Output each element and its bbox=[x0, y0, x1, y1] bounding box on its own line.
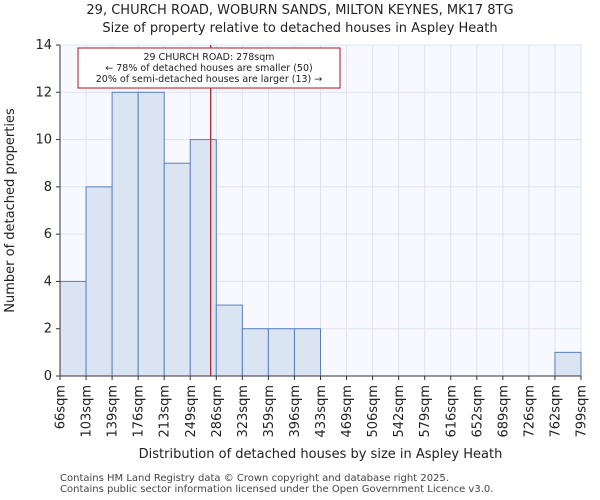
x-tick-label: 762sqm bbox=[548, 385, 563, 438]
annotation-line-1: 29 CHURCH ROAD: 278sqm bbox=[143, 52, 274, 63]
annotation-box bbox=[77, 47, 341, 89]
x-tick-label: 66sqm bbox=[54, 385, 69, 429]
y-tick-label: 14 bbox=[35, 38, 52, 53]
y-tick-label: 4 bbox=[44, 274, 52, 289]
x-tick-label: 396sqm bbox=[288, 385, 303, 438]
annotation-line-3: 20% of semi-detached houses are larger (… bbox=[96, 74, 323, 85]
x-tick-label: 579sqm bbox=[418, 385, 433, 438]
x-tick-label: 689sqm bbox=[496, 385, 511, 438]
histogram-bar bbox=[111, 91, 139, 377]
x-tick-label: 323sqm bbox=[236, 385, 251, 438]
y-tick-label: 10 bbox=[35, 133, 52, 148]
annotation-line-2: ← 78% of detached houses are smaller (50… bbox=[105, 63, 312, 74]
x-tick-label: 103sqm bbox=[80, 385, 95, 438]
histogram-bar bbox=[85, 186, 113, 377]
footer-line-1: Contains HM Land Registry data © Crown c… bbox=[60, 473, 449, 484]
y-tick-label: 6 bbox=[44, 227, 52, 242]
x-tick-label: 652sqm bbox=[470, 385, 485, 438]
x-tick-label: 286sqm bbox=[210, 385, 225, 438]
x-tick-label: 542sqm bbox=[392, 385, 407, 438]
x-tick-label: 249sqm bbox=[184, 385, 199, 438]
histogram-bar bbox=[293, 328, 322, 377]
chart-subtitle: Size of property relative to detached ho… bbox=[102, 21, 498, 36]
x-tick-label: 176sqm bbox=[132, 385, 147, 438]
x-tick-label: 359sqm bbox=[262, 385, 277, 438]
y-axis-label: Number of detached properties bbox=[3, 108, 18, 313]
histogram-bar bbox=[267, 328, 295, 377]
y-tick-label: 2 bbox=[44, 322, 52, 337]
histogram-bar bbox=[137, 91, 165, 377]
y-tick-label: 8 bbox=[44, 180, 52, 195]
x-tick-label: 799sqm bbox=[575, 385, 590, 438]
histogram-bar bbox=[189, 139, 217, 377]
histogram-bar bbox=[163, 162, 191, 377]
x-tick-label: 616sqm bbox=[444, 385, 459, 438]
footer-line-2: Contains public sector information licen… bbox=[60, 484, 494, 495]
y-tick-label: 0 bbox=[44, 369, 52, 384]
y-tick-label: 12 bbox=[35, 85, 52, 100]
x-tick-label: 139sqm bbox=[106, 385, 121, 438]
histogram-bar bbox=[241, 328, 269, 377]
x-tick-label: 213sqm bbox=[158, 385, 173, 438]
histogram-bar bbox=[554, 351, 582, 377]
x-tick-label: 506sqm bbox=[366, 385, 381, 438]
histogram-bar bbox=[59, 280, 87, 377]
chart-title: 29, CHURCH ROAD, WOBURN SANDS, MILTON KE… bbox=[86, 3, 514, 18]
x-tick-label: 433sqm bbox=[314, 385, 329, 438]
histogram-bar bbox=[215, 304, 243, 377]
x-tick-label: 726sqm bbox=[522, 385, 537, 438]
x-axis-label: Distribution of detached houses by size … bbox=[139, 447, 503, 462]
x-tick-label: 469sqm bbox=[340, 385, 355, 438]
